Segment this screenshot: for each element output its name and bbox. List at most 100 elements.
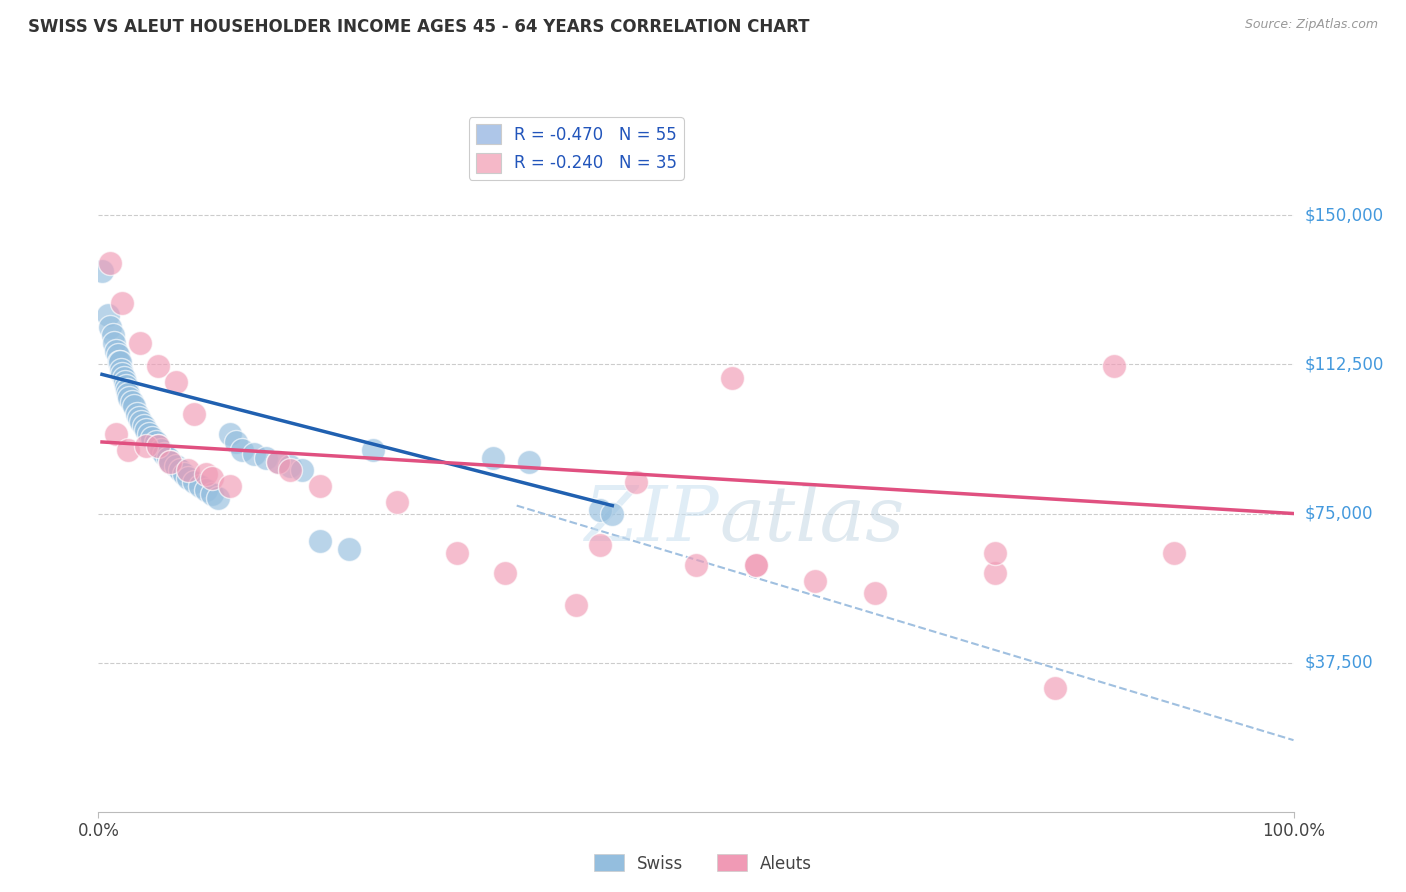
Point [156, 450, 179, 465]
Point [863, 586, 886, 600]
Point [148, 439, 170, 453]
Point [446, 546, 468, 560]
Point [128, 411, 150, 425]
Point [124, 399, 146, 413]
Point [141, 431, 163, 445]
Point [565, 598, 588, 612]
Point [231, 442, 253, 457]
Point [118, 391, 141, 405]
Text: $150,000: $150,000 [1305, 206, 1384, 225]
Point [1163, 546, 1185, 560]
Point [721, 371, 744, 385]
Point [165, 376, 187, 390]
Point [254, 450, 277, 465]
Point [1043, 681, 1066, 696]
Point [177, 471, 200, 485]
Text: ZIP: ZIP [585, 483, 720, 557]
Point [494, 566, 516, 581]
Point [117, 387, 139, 401]
Point [114, 376, 136, 390]
Point [173, 467, 195, 481]
Text: Source: ZipAtlas.com: Source: ZipAtlas.com [1244, 18, 1378, 31]
Point [135, 423, 157, 437]
Point [149, 442, 172, 457]
Point [517, 455, 540, 469]
Point [745, 558, 768, 573]
Point [177, 463, 200, 477]
Point [225, 434, 247, 449]
Point [112, 371, 135, 385]
Point [107, 347, 129, 361]
Point [153, 447, 176, 461]
Point [169, 463, 191, 477]
Point [131, 415, 153, 429]
Point [267, 455, 290, 469]
Point [589, 538, 612, 552]
Point [243, 447, 266, 461]
Point [111, 368, 134, 382]
Point [194, 467, 217, 481]
Point [91, 264, 114, 278]
Point [115, 379, 138, 393]
Point [159, 455, 181, 469]
Text: $37,500: $37,500 [1305, 654, 1374, 672]
Point [624, 475, 647, 489]
Point [129, 335, 152, 350]
Point [98, 256, 122, 270]
Point [363, 442, 385, 457]
Point [107, 355, 129, 369]
Point [290, 463, 312, 477]
Point [183, 407, 205, 421]
Point [337, 542, 360, 557]
Point [308, 479, 330, 493]
Point [103, 335, 125, 350]
Point [97, 308, 120, 322]
Point [481, 450, 505, 465]
Point [135, 439, 157, 453]
Point [111, 295, 134, 310]
Text: SWISS VS ALEUT HOUSEHOLDER INCOME AGES 45 - 64 YEARS CORRELATION CHART: SWISS VS ALEUT HOUSEHOLDER INCOME AGES 4… [28, 18, 810, 36]
Point [148, 439, 170, 453]
Point [201, 471, 224, 485]
Legend: R = -0.470   N = 55, R = -0.240   N = 35: R = -0.470 N = 55, R = -0.240 N = 35 [470, 118, 683, 179]
Point [219, 427, 242, 442]
Point [804, 574, 827, 588]
Point [201, 486, 224, 500]
Point [98, 319, 122, 334]
Point [125, 407, 148, 421]
Point [159, 455, 181, 469]
Point [207, 491, 229, 505]
Point [115, 384, 138, 398]
Legend: Swiss, Aleuts: Swiss, Aleuts [588, 847, 818, 880]
Point [983, 566, 1005, 581]
Point [194, 483, 217, 497]
Point [219, 479, 242, 493]
Text: $112,500: $112,500 [1305, 355, 1384, 374]
Point [105, 343, 128, 358]
Point [121, 395, 143, 409]
Point [183, 475, 205, 489]
Point [308, 534, 330, 549]
Text: atlas: atlas [720, 483, 905, 557]
Point [117, 442, 139, 457]
Point [188, 479, 211, 493]
Point [267, 455, 290, 469]
Point [108, 355, 131, 369]
Text: $75,000: $75,000 [1305, 505, 1374, 523]
Point [600, 507, 623, 521]
Point [685, 558, 707, 573]
Point [1102, 359, 1125, 374]
Point [589, 502, 612, 516]
Point [278, 463, 301, 477]
Point [278, 458, 301, 473]
Point [165, 458, 187, 473]
Point [101, 327, 124, 342]
Point [983, 546, 1005, 560]
Point [745, 558, 768, 573]
Point [148, 359, 170, 374]
Point [110, 363, 132, 377]
Point [145, 434, 167, 449]
Point [132, 419, 155, 434]
Point [385, 494, 409, 508]
Point [105, 427, 128, 442]
